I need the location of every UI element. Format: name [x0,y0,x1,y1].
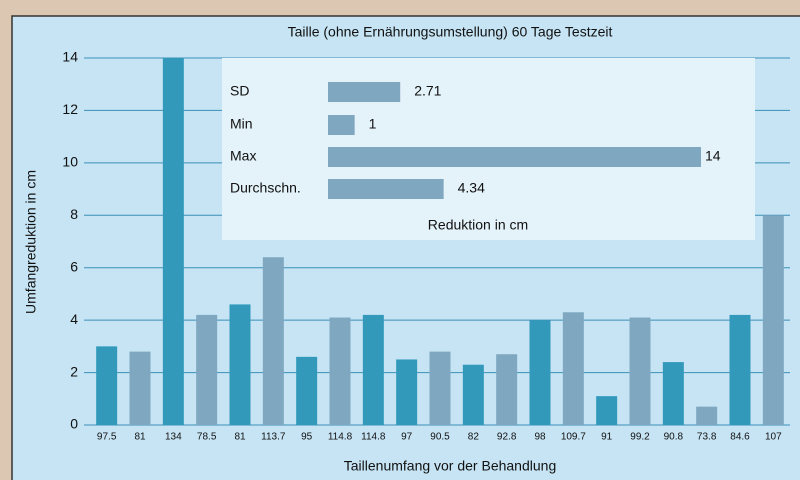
bar [396,359,417,425]
x-tick-label: 99.2 [630,432,650,443]
y-tick-label: 2 [70,363,78,379]
bar [630,318,651,425]
x-tick-label: 78.5 [197,432,217,443]
x-axis-label: Taillenumfang vor der Behandlung [344,458,556,474]
x-tick-label: 95 [301,432,313,443]
bar [163,58,184,425]
bar [263,257,284,425]
inset-category-label: Max [230,148,256,164]
x-tick-label: 134 [165,432,182,443]
bar [196,315,217,425]
x-tick-label: 92.8 [497,432,517,443]
inset-bar [328,147,701,167]
bar [763,215,784,425]
inset-category-label: Durchschn. [230,180,301,196]
bar [296,357,317,425]
bar [363,315,384,425]
bar [130,352,151,425]
bar [496,354,517,425]
inset-value-label: 14 [705,148,721,164]
inset-title: Reduktion in cm [428,217,528,233]
inset-bar [328,115,355,135]
x-tick-label: 81 [234,432,246,443]
y-tick-label: 6 [70,258,78,274]
x-tick-label: 91 [601,432,613,443]
chart: Taille (ohne Ernährungsumstellung) 60 Ta… [0,0,800,480]
page: Taille (ohne Ernährungsumstellung) 60 Ta… [0,0,800,480]
y-tick-label: 4 [70,311,78,327]
x-tick-label: 84.6 [730,432,750,443]
y-tick-label: 10 [62,154,78,170]
x-tick-label: 98 [534,432,546,443]
x-tick-label: 97.5 [97,432,117,443]
x-tick-label: 90.8 [664,432,684,443]
bar [563,312,584,425]
bar [463,365,484,425]
inset-value-label: 4.34 [458,180,485,196]
x-tick-label: 109.7 [561,432,586,443]
bar [230,304,251,425]
bar [696,407,717,425]
bar [430,352,451,425]
inset-bar [328,179,444,199]
x-tick-label: 114.8 [328,432,353,443]
x-tick-label: 114.8 [361,432,386,443]
x-tick-label: 90.5 [430,432,450,443]
x-tick-label: 107 [765,432,782,443]
inset-value-label: 1 [369,116,377,132]
bar [596,396,617,425]
bar [96,346,117,425]
inset-value-label: 2.71 [414,83,441,99]
y-tick-label: 14 [62,49,78,65]
y-tick-label: 0 [70,416,78,432]
bar [330,318,351,425]
y-tick-label: 12 [62,101,78,117]
x-tick-label: 73.8 [697,432,717,443]
x-tick-label: 97 [401,432,413,443]
bar [663,362,684,425]
bar [730,315,751,425]
inset-bar [328,82,400,102]
x-tick-label: 82 [468,432,480,443]
y-axis-label: Umfangreduktion in cm [23,170,39,314]
x-tick-label: 81 [134,432,146,443]
y-tick-label: 8 [70,206,78,222]
x-tick-label: 113.7 [261,432,286,443]
chart-title: Taille (ohne Ernährungsumstellung) 60 Ta… [288,24,613,40]
inset-category-label: SD [230,83,249,99]
bar [530,320,551,425]
inset-category-label: Min [230,116,253,132]
